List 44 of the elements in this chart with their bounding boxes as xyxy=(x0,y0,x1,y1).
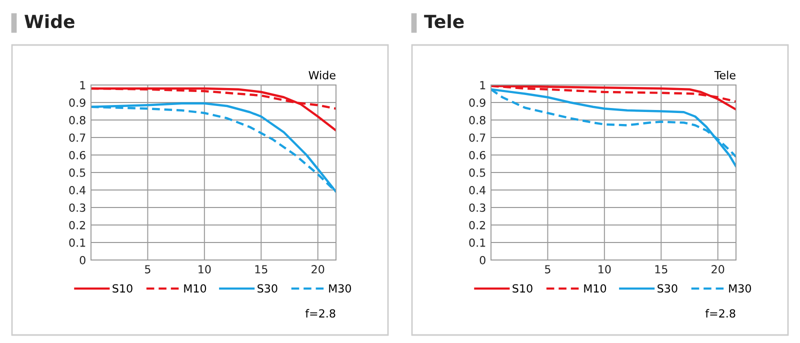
y-tick-label: 0 xyxy=(480,256,486,264)
legend-label: S10 xyxy=(512,284,532,293)
legend-label: M10 xyxy=(584,284,606,293)
legend-label: M30 xyxy=(329,284,352,293)
x-tick-label: 20 xyxy=(312,265,324,274)
text: f=2.8 xyxy=(705,309,736,318)
legend-label: S30 xyxy=(658,284,678,293)
y-tick-label: 0.9 xyxy=(469,98,486,107)
y-tick-label: 0.8 xyxy=(469,116,486,124)
x-tick-label: 20 xyxy=(712,265,724,274)
y-tick-label: 0 xyxy=(80,256,86,264)
y-tick-label: 1 xyxy=(480,81,486,90)
x-tick-label: 15 xyxy=(255,265,268,274)
y-tick-label: 0.1 xyxy=(69,238,86,247)
y-tick-label: 0.9 xyxy=(69,98,86,107)
chart-subtitle: Tele xyxy=(714,70,736,80)
chart-subtitle: Wide xyxy=(308,70,336,80)
y-tick-label: 0.4 xyxy=(469,186,486,194)
y-tick-label: 0.4 xyxy=(69,186,86,194)
y-tick-label: 0.6 xyxy=(469,150,486,160)
y-tick-label: 0.3 xyxy=(69,203,86,212)
chart-title: Wide xyxy=(24,14,74,28)
y-tick-label: 0.1 xyxy=(469,238,486,247)
legend-label: M10 xyxy=(184,284,206,293)
legend-label: S30 xyxy=(258,284,278,293)
y-tick-label: 0.7 xyxy=(469,133,486,142)
y-tick-label: 0.2 xyxy=(469,220,486,230)
y-tick-label: 0.5 xyxy=(469,168,486,177)
text: f=2.8 xyxy=(305,309,336,318)
x-tick-label: 15 xyxy=(655,265,668,274)
y-tick-label: 0.2 xyxy=(69,220,86,230)
x-tick-label: 10 xyxy=(198,265,211,274)
y-tick-label: 0.8 xyxy=(69,116,86,124)
x-tick-label: 5 xyxy=(545,265,550,274)
legend-label: S10 xyxy=(112,284,132,293)
chart-title: Tele xyxy=(424,14,464,28)
y-tick-label: 0.5 xyxy=(69,168,86,177)
x-tick-label: 5 xyxy=(145,265,150,274)
legend-label: M30 xyxy=(729,284,752,293)
y-tick-label: 0.3 xyxy=(469,203,486,212)
y-tick-label: 0.6 xyxy=(69,150,86,160)
x-tick-label: 10 xyxy=(598,265,611,274)
y-tick-label: 0.7 xyxy=(69,133,86,142)
y-tick-label: 1 xyxy=(80,81,86,90)
